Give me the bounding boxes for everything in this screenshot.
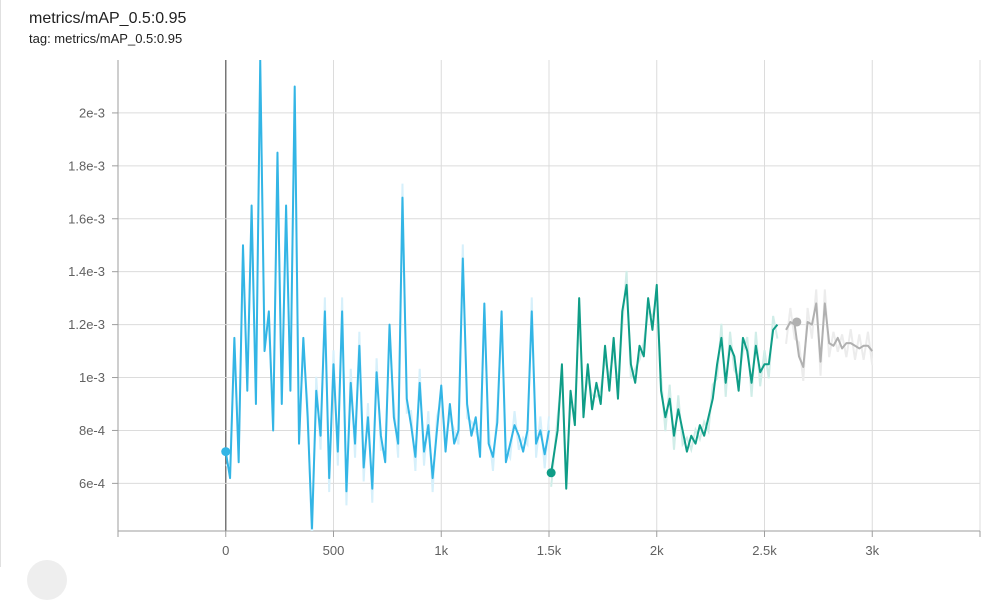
axes [112,60,981,537]
x-tick-label: 3k [865,543,879,558]
y-tick-label: 1.2e-3 [68,317,105,332]
chart-title: metrics/mAP_0.5:0.95 [29,10,187,27]
y-tick-label: 6e-4 [79,476,105,491]
y-tick-label: 2e-3 [79,105,105,120]
y-tick-labels: 6e-4 8e-4 1e-3 1.2e-3 1.4e-3 1.6e-3 1.8e-3 2e-3 [68,105,105,490]
raw-series-line [550,270,779,487]
x-tick-label: 2.5k [752,543,777,558]
series-line [224,60,550,530]
y-tick-label: 1.8e-3 [68,158,105,173]
raw-series-line [785,289,874,382]
x-tick-label: 1.5k [537,543,562,558]
x-tick-label: 0 [222,543,229,558]
series-line [550,283,779,490]
series-marker[interactable] [221,447,231,457]
x-tick-label: 1k [434,543,448,558]
y-tick-label: 1.4e-3 [68,264,105,279]
series-marker[interactable] [546,468,556,478]
y-tick-label: 8e-4 [79,423,105,438]
x-tick-label: 500 [323,543,345,558]
grid [117,60,981,531]
y-tick-label: 1.6e-3 [68,211,105,226]
x-tick-label: 2k [650,543,664,558]
chart-tag: tag: metrics/mAP_0.5:0.95 [29,31,183,46]
y-tick-label: 1e-3 [79,370,105,385]
series-markers [221,317,802,478]
x-tick-labels: 0 500 1k 1.5k 2k 2.5k 3k [222,543,879,558]
fab-button[interactable] [27,560,67,600]
series-line [785,302,874,368]
smoothed-lines [224,60,874,530]
line-chart[interactable]: 0 500 1k 1.5k 2k 2.5k 3k 6e-4 8e-4 1e-3 1.2e-3 1.4… [1,0,1008,567]
series-marker[interactable] [792,317,802,327]
